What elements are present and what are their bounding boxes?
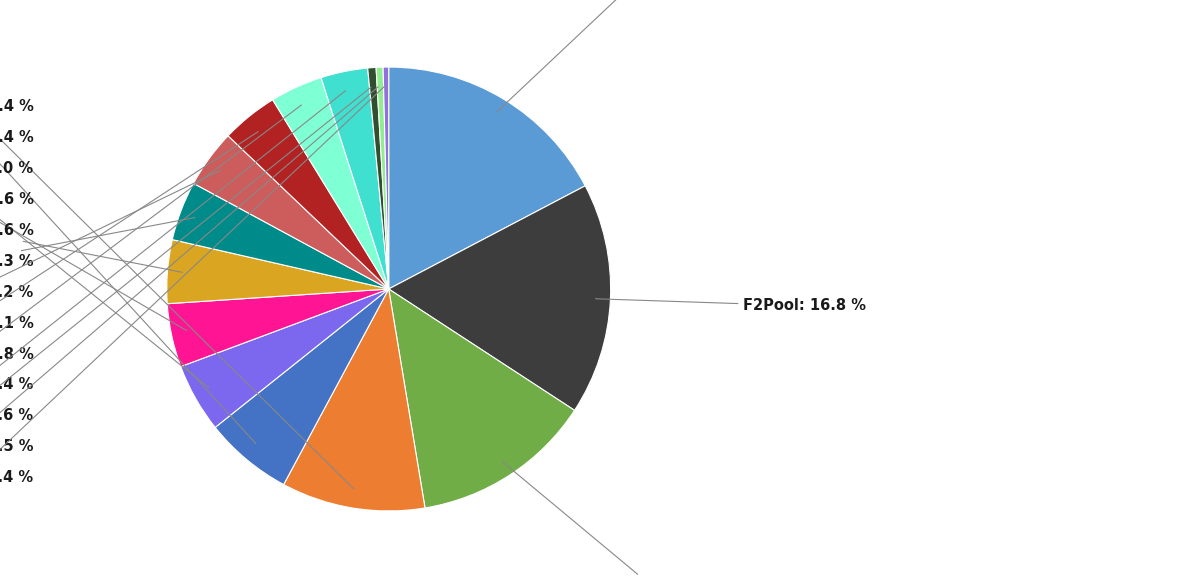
Wedge shape [228,100,389,289]
Text: BTC.com: 13.1 %: BTC.com: 13.1 % [502,462,721,578]
Text: Poolin: 17.2 %: Poolin: 17.2 % [496,0,690,112]
Text: 1THash&58COIN: 5.0 %: 1THash&58COIN: 5.0 % [0,161,209,388]
Text: OKExPool: 4.1 %: OKExPool: 4.1 % [0,132,258,331]
Wedge shape [376,67,389,289]
Text: BTC.TOP: 3.8 %: BTC.TOP: 3.8 % [0,105,301,362]
Text: SlushPool: 4.3 %: SlushPool: 4.3 % [0,217,195,269]
Wedge shape [367,68,389,289]
Text: ViaBTC: 6.4 %: ViaBTC: 6.4 % [0,131,256,444]
Wedge shape [389,186,611,410]
Wedge shape [166,240,389,303]
Text: NovaBlock: 0.6 %: NovaBlock: 0.6 % [0,87,371,423]
Wedge shape [321,68,389,289]
Text: unknown: 4.6 %: unknown: 4.6 % [0,223,183,272]
Wedge shape [172,183,389,289]
Text: SpiderPool: 0.5 %: SpiderPool: 0.5 % [0,87,378,454]
Wedge shape [389,67,585,289]
Wedge shape [215,289,389,484]
Wedge shape [167,289,389,366]
Text: BytePool: 4.2 %: BytePool: 4.2 % [0,170,221,300]
Text: WAYI.CN: 0.4 %: WAYI.CN: 0.4 % [0,87,384,485]
Wedge shape [283,289,425,511]
Wedge shape [194,136,389,289]
Text: F2Pool: 16.8 %: F2Pool: 16.8 % [596,298,866,313]
Wedge shape [389,289,574,508]
Text: Huobi.pool: 4.6 %: Huobi.pool: 4.6 % [0,192,187,331]
Text: BitFury: 3.4 %: BitFury: 3.4 % [0,91,346,392]
Text: AntPool: 10.4 %: AntPool: 10.4 % [0,99,353,488]
Wedge shape [383,67,389,289]
Wedge shape [273,77,389,289]
Wedge shape [181,289,389,427]
